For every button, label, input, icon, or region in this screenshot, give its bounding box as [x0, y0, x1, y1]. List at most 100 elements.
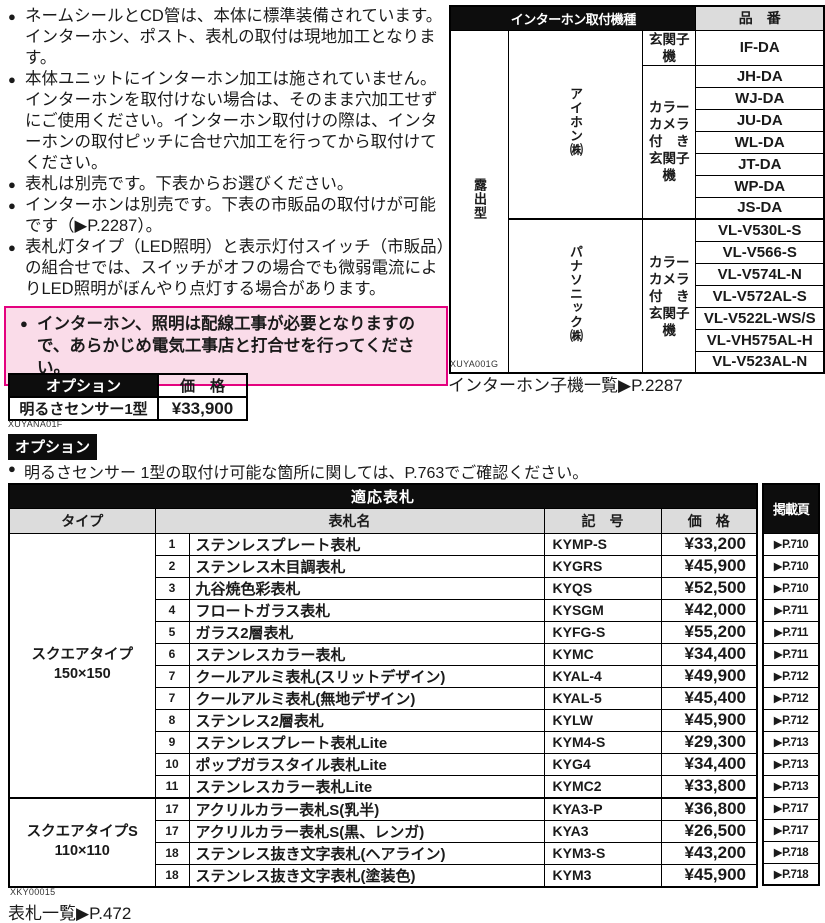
page-ref-cell: ▶P.717	[762, 818, 820, 842]
mount-type-cell: 露出型	[449, 29, 509, 374]
table-row: 17 アクリルカラー表札S(黒、レンガ) KYA3 ¥26,500	[9, 819, 758, 843]
product-code: XUYANA01F	[8, 419, 63, 429]
page-ref-cell: ▶P.711	[762, 642, 820, 666]
table-row: ▶P.717	[762, 796, 820, 820]
nameplate-price: ¥55,200	[660, 620, 758, 644]
option-item-name: 明るさセンサー1型	[8, 396, 159, 421]
row-number: 7	[154, 686, 190, 710]
table-row: 露出型 アイホン㈱ 玄関子機 IF-DA	[449, 29, 825, 374]
intercom-table-title: インターホン取付機種	[449, 5, 697, 31]
col-header-name: 表札名	[154, 507, 545, 534]
nameplate-name: ステンレスカラー表札	[188, 642, 545, 666]
table-row: ▶P.710	[762, 532, 820, 556]
bullet-icon: ●	[8, 240, 16, 255]
nameplate-price: ¥45,900	[660, 708, 758, 732]
nameplate-name: ステンレスカラー表札Lite	[188, 774, 545, 798]
table-row: 10 ポップガラスタイル表札Lite KYG4 ¥34,400	[9, 752, 758, 776]
page-ref-cell: ▶P.710	[762, 532, 820, 556]
table-row: ▶P.713	[762, 752, 820, 776]
nameplate-name: ステンレス抜き文字表札(塗装色)	[188, 863, 545, 887]
page-header-row: 掲載頁	[762, 483, 820, 534]
table-row: 3 九谷焼色彩表札 KYQS ¥52,500	[9, 576, 758, 600]
note-text: ネームシールとCD管は、本体に標準装備されています。インターホン、ポスト、表札の…	[25, 7, 443, 67]
table-row: ▶P.712	[762, 686, 820, 710]
page-ref-cell: ▶P.710	[762, 576, 820, 600]
table-row: カラーカメラ 付 き 玄関子機 JH-DA	[450, 64, 825, 220]
nameplate-symbol: KYM4-S	[543, 730, 662, 754]
model-number: VL-V523AL-N	[695, 350, 825, 374]
nameplate-price: ¥52,500	[660, 576, 758, 600]
nameplate-symbol: KYA3-P	[543, 796, 662, 821]
nameplate-name: ガラス2層表札	[188, 620, 545, 644]
table-row: ▶P.717	[762, 818, 820, 842]
table-row: スクエアタイプ 150×150 1 ステンレスプレート表札 KYMP-S ¥33…	[8, 532, 758, 798]
note-text: 表札灯タイプ（LED照明）と表示灯付スイッチ（市販品）の組合せでは、スイッチがオ…	[25, 238, 445, 298]
note-item: ● 表札は別売です。下表からお選びください。	[8, 174, 450, 195]
option-table-row: 明るさセンサー1型 ¥33,900	[8, 396, 248, 421]
model-number: WL-DA	[695, 130, 825, 154]
page-ref-cell: ▶P.711	[762, 598, 820, 622]
page-ref-cell: ▶P.718	[762, 840, 820, 864]
nameplate-symbol: KYM3-S	[543, 841, 662, 865]
intercom-model-table: インターホン取付機種 品 番 露出型 アイホン㈱ 玄関子機 IF-DA カラーカ…	[449, 5, 825, 374]
nameplate-price: ¥42,000	[660, 598, 758, 622]
page-ref-cell: ▶P.712	[762, 664, 820, 688]
nameplate-name: アクリルカラー表札S(乳半)	[188, 796, 545, 821]
nameplate-price: ¥34,400	[660, 642, 758, 666]
nameplate-name: ステンレス2層表札	[188, 708, 545, 732]
nameplate-price: ¥26,500	[660, 819, 758, 843]
intercom-header-row: インターホン取付機種 品 番	[449, 5, 825, 31]
nameplate-name: ステンレス抜き文字表札(ヘアライン)	[188, 841, 545, 865]
nameplate-symbol: KYM3	[543, 863, 662, 887]
category-cell: 玄関子機	[641, 29, 697, 66]
page-ref-cell: ▶P.713	[762, 752, 820, 776]
page-ref-cell: ▶P.717	[762, 796, 820, 820]
model-number: VL-V522L-WS/S	[695, 306, 825, 330]
table-row: 18 ステンレス抜き文字表札(ヘアライン) KYM3-S ¥43,200	[9, 841, 758, 865]
nameplate-name: ステンレス木目調表札	[188, 554, 545, 578]
product-code: XKY00015	[10, 887, 56, 897]
row-number: 9	[154, 730, 190, 754]
table-row: ▶P.711	[762, 642, 820, 666]
maker-cell: アイホン㈱	[508, 29, 643, 220]
row-number: 18	[154, 863, 190, 887]
row-number: 7	[154, 664, 190, 688]
maker-label: アイホン㈱	[568, 86, 583, 157]
nameplate-symbol: KYAL-5	[543, 686, 662, 710]
table-row: 9 ステンレスプレート表札Lite KYM4-S ¥29,300	[9, 730, 758, 754]
model-number: JH-DA	[695, 64, 825, 88]
model-number: JU-DA	[695, 108, 825, 132]
nameplate-name: アクリルカラー表札S(黒、レンガ)	[188, 819, 545, 843]
category-cell: カラーカメラ 付 き 玄関子機	[641, 64, 697, 220]
nameplate-name: クールアルミ表札(無地デザイン)	[188, 686, 545, 710]
table-row: 6 ステンレスカラー表札 KYMC ¥34,400	[9, 642, 758, 666]
nameplate-table: 適応表札 タイプ 表札名 記 号 価 格 スクエアタイプ 150×150 1 ス…	[8, 483, 758, 888]
nameplate-symbol: KYQS	[543, 576, 662, 600]
table-row: VL-V523AL-N	[450, 350, 825, 374]
notes-list: ● ネームシールとCD管は、本体に標準装備されています。インターホン、ポスト、表…	[8, 6, 450, 300]
option-price-table: オプション 価 格 明るさセンサー1型 ¥33,900	[8, 373, 248, 421]
col-header-price: 価 格	[660, 507, 758, 534]
nameplate-price: ¥43,200	[660, 841, 758, 865]
table-row: パナソニック㈱ カラーカメラ 付 き 玄関子機 VL-V530L-S	[450, 218, 825, 374]
nameplate-symbol: KYSGM	[543, 598, 662, 622]
row-number: 1	[154, 532, 190, 556]
table-row: ▶P.718	[762, 840, 820, 864]
table-row: ▶P.713	[762, 774, 820, 798]
type-group-cell: スクエアタイプ 150×150	[8, 532, 156, 798]
option-table-title: オプション	[8, 373, 159, 398]
nameplate-name: クールアルミ表札(スリットデザイン)	[188, 664, 545, 688]
nameplate-table-title: 適応表札	[8, 483, 758, 509]
table-row: 7 クールアルミ表札(無地デザイン) KYAL-5 ¥45,400	[9, 686, 758, 710]
page-ref-cell: ▶P.711	[762, 620, 820, 644]
note-text: インターホンは別売です。下表の市販品の取付けが可能です（▶P.2287）。	[25, 196, 436, 235]
bullet-icon: ●	[8, 198, 16, 213]
table-row: ▶P.713	[762, 730, 820, 754]
bullet-icon: ●	[20, 316, 28, 331]
table-row: 8 ステンレス2層表札 KYLW ¥45,900	[9, 708, 758, 732]
table-row: VL-V522L-WS/S	[450, 306, 825, 330]
page-column-header: 掲載頁	[762, 483, 820, 534]
row-number: 2	[154, 554, 190, 578]
model-number: VL-VH575AL-H	[695, 328, 825, 352]
option-section-note: ● 明るさセンサー 1型の取付け可能な箇所に関しては、P.763でご確認ください…	[8, 459, 648, 483]
